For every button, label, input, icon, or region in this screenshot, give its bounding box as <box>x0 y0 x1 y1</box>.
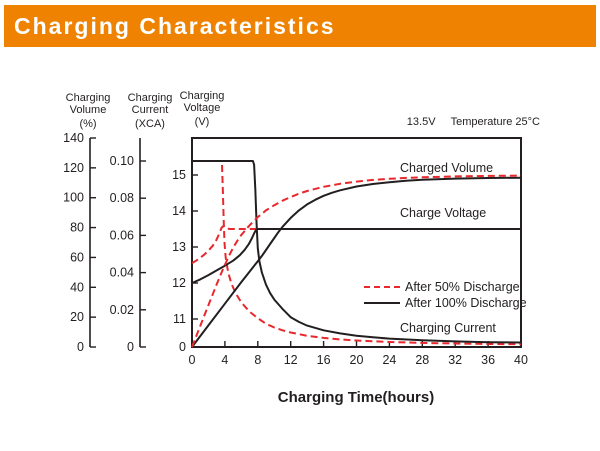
annotation-voltage-setting: 13.5V <box>406 116 436 128</box>
charging-volume-tick-label: 40 <box>70 280 84 294</box>
xaxis-title: Charging Time(hours) <box>277 389 435 406</box>
x-tick-label: 12 <box>284 353 298 367</box>
charging-voltage-tick-label: 13 <box>172 240 186 254</box>
charging-voltage-tick-label: 0 <box>179 340 186 354</box>
axis-label-line: Charging <box>65 92 111 104</box>
axis-unit-percent: (%) <box>79 118 97 130</box>
charging-volume-tick-label: 0 <box>77 340 84 354</box>
x-tick-label: 36 <box>481 353 495 367</box>
axis-unit-xca: (XCA) <box>135 118 165 130</box>
charging-voltage-tick-label: 14 <box>172 204 186 218</box>
axis-label-line: Current <box>131 103 169 116</box>
curve-label-charging-current: Charging Current <box>400 321 496 335</box>
axis-label-line: Charging <box>179 90 225 102</box>
charging-volume-tick-label: 140 <box>63 131 84 145</box>
charging-current-tick-label: 0.10 <box>110 154 134 168</box>
charging-volume-tick-label: 120 <box>63 161 84 175</box>
axis-label-line: Voltage <box>183 101 221 114</box>
x-tick-label: 0 <box>189 353 196 367</box>
x-tick-label: 4 <box>221 353 228 367</box>
legend-swatch-solid-icon <box>364 302 400 304</box>
series-charge-voltage-100 <box>191 228 521 284</box>
x-tick-label: 16 <box>317 353 331 367</box>
charging-current-tick-label: 0.06 <box>110 228 134 242</box>
axis-label-line: Charging <box>127 92 173 104</box>
annotation-temperature: Temperature 25°C <box>450 116 540 128</box>
axis-header-charging-volume: Charging Volume (%) <box>46 92 130 131</box>
x-tick-label: 40 <box>514 353 528 367</box>
charging-voltage-tick-label: 11 <box>173 312 186 326</box>
curve-label-charge-voltage: Charge Voltage <box>400 206 487 220</box>
series-charge-voltage-50 <box>191 225 266 265</box>
axis-header-charging-current: Charging Current (XCA) <box>108 92 192 131</box>
charging-current-tick-label: 0 <box>127 340 134 354</box>
charging-volume-tick-label: 60 <box>70 250 84 264</box>
series-charging-current-50 <box>192 160 522 346</box>
page-title: Charging Characteristics <box>14 13 336 39</box>
charging-current-tick-label: 0.08 <box>110 191 134 205</box>
charging-volume-tick-label: 100 <box>63 191 84 205</box>
series-charged-volume-100 <box>191 176 522 348</box>
charging-volume-tick-label: 80 <box>70 221 84 235</box>
legend-swatch-dashed-icon <box>364 286 400 288</box>
x-tick-label: 8 <box>254 353 261 367</box>
legend-label: After 100% Discharge <box>405 296 527 310</box>
legend-label: After 50% Discharge <box>405 280 520 294</box>
axis-label-line: Volume <box>69 103 107 116</box>
charging-current-tick-label: 0.04 <box>110 266 134 280</box>
x-tick-label: 28 <box>415 353 429 367</box>
chart-annotation: 13.5V Temperature 25°C <box>340 116 540 128</box>
x-tick-label: 24 <box>382 353 396 367</box>
curve-label-charged-volume: Charged Volume <box>400 161 494 175</box>
series-charging-current-100 <box>192 160 522 344</box>
legend-item-100-discharge: After 100% Discharge <box>364 295 527 311</box>
legend: After 50% Discharge After 100% Discharge <box>364 279 527 311</box>
x-tick-label: 32 <box>448 353 462 367</box>
charging-voltage-tick-label: 15 <box>172 168 186 182</box>
axis-header-charging-voltage: Charging Voltage (V) <box>160 90 244 129</box>
charging-volume-tick-label: 20 <box>70 310 84 324</box>
charging-voltage-tick-label: 12 <box>172 276 186 290</box>
header-bar: Charging Characteristics <box>4 5 596 47</box>
charging-current-tick-label: 0.02 <box>110 303 134 317</box>
x-tick-label: 20 <box>350 353 364 367</box>
axis-unit-volt: (V) <box>194 116 210 128</box>
legend-item-50-discharge: After 50% Discharge <box>364 279 527 295</box>
